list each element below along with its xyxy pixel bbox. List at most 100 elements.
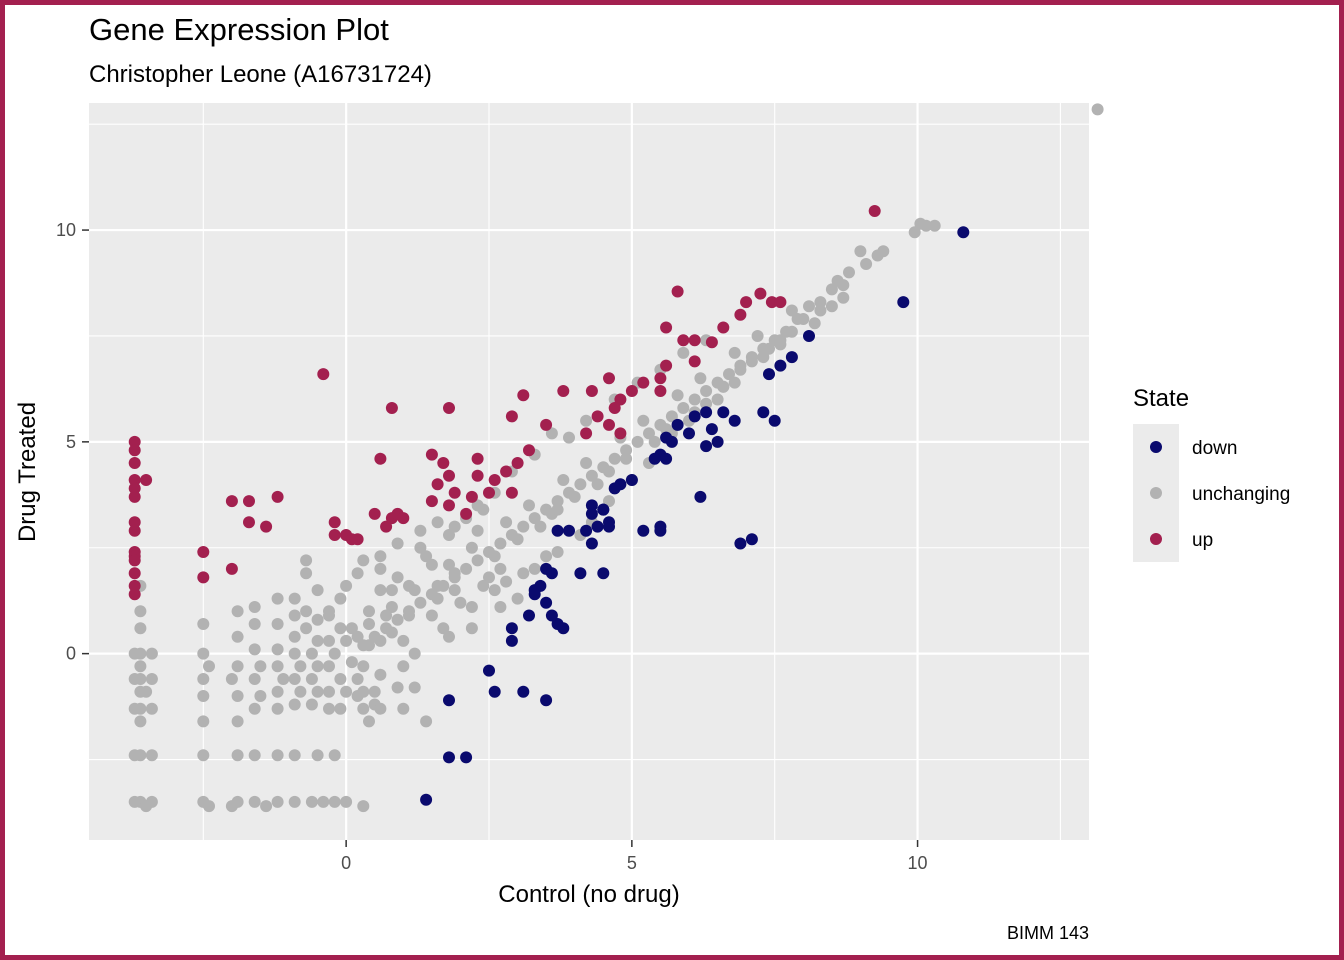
data-point-down: [637, 524, 650, 537]
data-point-unchanging: [608, 452, 621, 465]
chart-title: Gene Expression Plot: [89, 12, 389, 47]
data-point-unchanging: [311, 584, 324, 597]
data-point-down: [574, 567, 587, 580]
y-tick-label: 5: [66, 432, 76, 452]
data-point-unchanging: [271, 685, 284, 698]
data-point-unchanging: [425, 609, 438, 622]
data-point-unchanging: [363, 639, 375, 652]
data-point-up: [705, 336, 718, 349]
x-tick-label: 10: [908, 853, 928, 873]
data-point-unchanging: [465, 622, 478, 635]
data-point-unchanging: [854, 245, 867, 258]
data-point-unchanging: [511, 592, 524, 605]
data-point-unchanging: [580, 414, 593, 427]
data-point-unchanging: [671, 389, 684, 402]
data-point-unchanging: [694, 372, 707, 385]
data-point-unchanging: [363, 618, 375, 630]
data-point-up: [128, 516, 141, 529]
data-point-unchanging: [837, 291, 850, 304]
data-point-up: [654, 385, 667, 397]
data-point-up: [868, 205, 881, 217]
data-point-unchanging: [403, 579, 415, 592]
data-point-unchanging: [357, 554, 370, 567]
data-point-unchanging: [1091, 103, 1104, 116]
data-point-unchanging: [288, 749, 301, 762]
data-point-up: [591, 410, 604, 423]
data-point-unchanging: [340, 685, 353, 698]
data-point-down: [608, 482, 621, 495]
data-point-unchanging: [368, 685, 381, 698]
data-point-unchanging: [551, 546, 564, 558]
data-point-up: [368, 507, 381, 520]
data-point-unchanging: [620, 444, 633, 457]
data-point-unchanging: [231, 749, 244, 762]
data-point-down: [483, 664, 495, 677]
data-point-unchanging: [437, 622, 450, 635]
data-point-unchanging: [363, 715, 375, 728]
data-point-unchanging: [745, 355, 758, 368]
data-point-unchanging: [408, 647, 421, 660]
data-point-down: [897, 296, 910, 309]
data-point-down: [717, 406, 730, 419]
data-point-unchanging: [328, 647, 341, 660]
data-point-unchanging: [248, 601, 261, 613]
data-point-unchanging: [197, 647, 210, 660]
data-point-down: [700, 440, 713, 453]
data-point-unchanging: [271, 618, 284, 630]
data-point-unchanging: [128, 795, 141, 808]
data-point-unchanging: [465, 601, 478, 613]
data-point-unchanging: [345, 656, 358, 669]
data-point-up: [128, 435, 141, 448]
data-point-up: [431, 478, 444, 491]
data-point-unchanging: [271, 795, 284, 808]
data-point-unchanging: [385, 626, 398, 639]
data-point-up: [328, 516, 341, 529]
data-point-up: [225, 495, 238, 508]
chart-subtitle: Christopher Leone (A16731724): [89, 61, 432, 88]
data-point-unchanging: [357, 800, 370, 813]
data-point-up: [754, 287, 767, 300]
data-point-up: [374, 452, 387, 465]
data-point-unchanging: [145, 749, 158, 762]
data-point-unchanging: [391, 681, 404, 694]
data-point-unchanging: [460, 562, 473, 575]
data-point-unchanging: [357, 702, 370, 715]
data-point-unchanging: [311, 660, 324, 673]
data-point-up: [385, 402, 398, 414]
data-point-unchanging: [288, 698, 301, 711]
data-point-up: [128, 567, 141, 580]
data-point-unchanging: [248, 749, 261, 762]
data-point-down: [517, 685, 530, 698]
data-point-unchanging: [408, 681, 421, 694]
data-point-up: [500, 465, 513, 478]
data-point-unchanging: [340, 634, 353, 647]
data-point-down: [551, 524, 564, 537]
x-axis-ticks: 0 5 10: [341, 840, 928, 873]
data-point-down: [443, 751, 455, 764]
data-point-down: [585, 537, 598, 550]
data-point-unchanging: [534, 520, 547, 533]
data-point-unchanging: [271, 749, 284, 762]
data-point-unchanging: [420, 550, 433, 563]
data-point-down: [505, 622, 518, 635]
data-point-unchanging: [677, 402, 690, 414]
data-point-down: [603, 520, 615, 533]
data-point-unchanging: [431, 579, 444, 592]
data-point-down: [585, 499, 598, 512]
data-point-up: [128, 588, 141, 601]
data-point-down: [705, 423, 718, 436]
data-point-unchanging: [231, 715, 244, 728]
data-point-unchanging: [311, 613, 324, 626]
data-point-up: [614, 427, 627, 440]
data-point-up: [448, 486, 461, 499]
data-point-up: [128, 579, 141, 592]
data-point-unchanging: [443, 558, 455, 571]
x-tick-label: 5: [627, 853, 637, 873]
data-point-unchanging: [774, 334, 787, 347]
data-point-up: [260, 520, 273, 533]
data-point-unchanging: [545, 427, 558, 440]
data-point-up: [380, 520, 393, 533]
data-point-up: [425, 495, 438, 508]
data-point-unchanging: [391, 537, 404, 550]
data-point-unchanging: [134, 715, 147, 728]
